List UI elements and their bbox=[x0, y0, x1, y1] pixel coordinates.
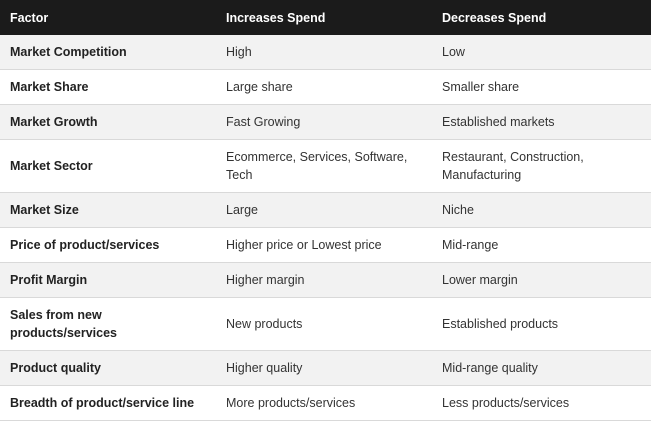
increases-cell: Higher quality bbox=[216, 350, 432, 386]
decreases-cell: Mid-range bbox=[432, 227, 651, 263]
increases-cell: Ecommerce, Services, Software, Tech bbox=[216, 139, 432, 193]
table-row: Product quality Higher quality Mid-range… bbox=[0, 350, 651, 386]
decreases-cell: Established products bbox=[432, 297, 651, 351]
increases-cell: Large bbox=[216, 192, 432, 228]
table-row: Market Share Large share Smaller share bbox=[0, 69, 651, 105]
increases-cell: Higher margin bbox=[216, 262, 432, 298]
header-increases-spend: Increases Spend bbox=[216, 0, 432, 35]
factor-cell: Profit Margin bbox=[0, 262, 216, 298]
factor-cell: Market Competition bbox=[0, 35, 216, 70]
table-row: Profit Margin Higher margin Lower margin bbox=[0, 262, 651, 298]
table-row: Market Growth Fast Growing Established m… bbox=[0, 104, 651, 140]
increases-cell: Fast Growing bbox=[216, 104, 432, 140]
decreases-cell: Low bbox=[432, 35, 651, 70]
decreases-cell: Restaurant, Construction, Manufacturing bbox=[432, 139, 651, 193]
decreases-cell: Less products/services bbox=[432, 385, 651, 421]
header-row: Factor Increases Spend Decreases Spend bbox=[0, 0, 651, 35]
table-row: Market Competition High Low bbox=[0, 35, 651, 70]
header-factor: Factor bbox=[0, 0, 216, 35]
factor-cell: Market Sector bbox=[0, 139, 216, 193]
table-body: Market Competition High Low Market Share… bbox=[0, 35, 651, 421]
increases-cell: Large share bbox=[216, 69, 432, 105]
factor-cell: Market Growth bbox=[0, 104, 216, 140]
table-row: Market Sector Ecommerce, Services, Softw… bbox=[0, 139, 651, 193]
table-row: Price of product/services Higher price o… bbox=[0, 227, 651, 263]
increases-cell: High bbox=[216, 35, 432, 70]
table-row: Breadth of product/service line More pro… bbox=[0, 385, 651, 421]
increases-cell: Higher price or Lowest price bbox=[216, 227, 432, 263]
factor-cell: Market Share bbox=[0, 69, 216, 105]
decreases-cell: Lower margin bbox=[432, 262, 651, 298]
table-header: Factor Increases Spend Decreases Spend bbox=[0, 0, 651, 35]
decreases-cell: Established markets bbox=[432, 104, 651, 140]
factor-cell: Product quality bbox=[0, 350, 216, 386]
factor-cell: Breadth of product/service line bbox=[0, 385, 216, 421]
header-decreases-spend: Decreases Spend bbox=[432, 0, 651, 35]
factor-cell: Sales from new products/services bbox=[0, 297, 216, 351]
factor-cell: Price of product/services bbox=[0, 227, 216, 263]
decreases-cell: Niche bbox=[432, 192, 651, 228]
increases-cell: More products/services bbox=[216, 385, 432, 421]
factor-cell: Market Size bbox=[0, 192, 216, 228]
decreases-cell: Mid-range quality bbox=[432, 350, 651, 386]
decreases-cell: Smaller share bbox=[432, 69, 651, 105]
table-row: Sales from new products/services New pro… bbox=[0, 297, 651, 351]
increases-cell: New products bbox=[216, 297, 432, 351]
table-row: Market Size Large Niche bbox=[0, 192, 651, 228]
